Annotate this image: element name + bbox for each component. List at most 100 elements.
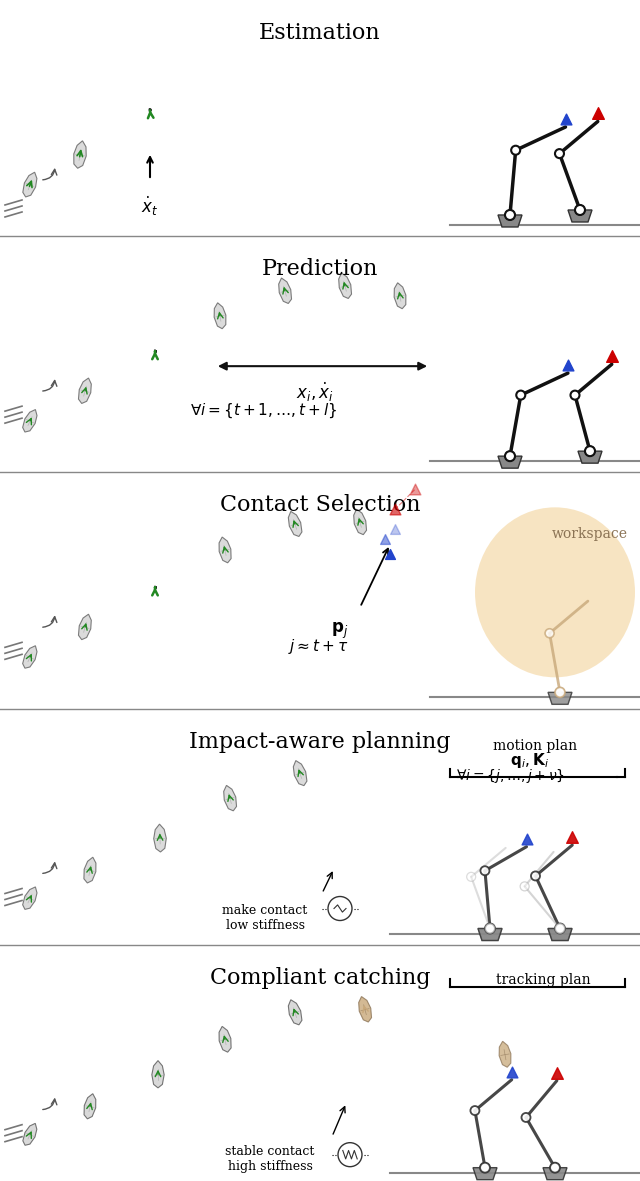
Ellipse shape — [475, 508, 635, 678]
Circle shape — [550, 1163, 559, 1173]
Polygon shape — [84, 857, 96, 883]
Point — [507, 1062, 517, 1081]
Circle shape — [522, 1113, 531, 1122]
Polygon shape — [23, 1123, 37, 1146]
Polygon shape — [154, 824, 166, 852]
Text: $\mathbf{q}_i, \mathbf{K}_i$: $\mathbf{q}_i, \mathbf{K}_i$ — [511, 750, 550, 770]
Circle shape — [555, 687, 565, 697]
Polygon shape — [578, 451, 602, 463]
Circle shape — [556, 924, 564, 933]
Text: workspace: workspace — [552, 528, 628, 541]
Circle shape — [486, 924, 495, 933]
Polygon shape — [568, 210, 592, 222]
Point — [390, 520, 400, 539]
Polygon shape — [84, 1094, 96, 1118]
Polygon shape — [214, 302, 226, 328]
Polygon shape — [358, 997, 372, 1022]
Polygon shape — [473, 1168, 497, 1180]
Circle shape — [555, 924, 565, 933]
Polygon shape — [548, 928, 572, 940]
Polygon shape — [152, 1061, 164, 1088]
Circle shape — [555, 149, 564, 158]
Polygon shape — [22, 887, 37, 909]
Text: $\dot{x}_t$: $\dot{x}_t$ — [141, 195, 159, 218]
Polygon shape — [478, 928, 502, 940]
Circle shape — [481, 866, 490, 875]
Circle shape — [556, 924, 564, 933]
Polygon shape — [498, 456, 522, 468]
Circle shape — [550, 1162, 560, 1173]
Polygon shape — [79, 378, 92, 404]
Polygon shape — [478, 928, 502, 940]
Polygon shape — [278, 278, 292, 304]
Text: $\forall i = \{t+1, \ldots, t+l\}$: $\forall i = \{t+1, \ldots, t+l\}$ — [190, 402, 337, 419]
Text: Estimation: Estimation — [259, 22, 381, 44]
Polygon shape — [219, 537, 231, 563]
Circle shape — [485, 924, 495, 933]
Circle shape — [575, 205, 584, 215]
Circle shape — [575, 205, 585, 215]
Point — [607, 347, 617, 366]
Point — [410, 479, 420, 498]
Circle shape — [328, 896, 352, 920]
Circle shape — [485, 924, 495, 933]
Circle shape — [505, 210, 515, 220]
Circle shape — [470, 1107, 479, 1115]
Text: Prediction: Prediction — [262, 259, 378, 280]
Circle shape — [481, 1163, 490, 1173]
Point — [380, 530, 390, 549]
Text: $\forall i = \{j, \ldots, j+\nu\}$: $\forall i = \{j, \ldots, j+\nu\}$ — [456, 766, 564, 784]
Polygon shape — [22, 410, 37, 432]
Point — [385, 544, 395, 563]
Circle shape — [506, 210, 515, 220]
Circle shape — [586, 446, 595, 456]
Polygon shape — [354, 509, 367, 535]
Point — [390, 500, 400, 518]
Circle shape — [531, 872, 540, 881]
Polygon shape — [543, 1168, 567, 1180]
Polygon shape — [499, 1042, 511, 1068]
Polygon shape — [22, 646, 37, 668]
Polygon shape — [289, 1000, 302, 1025]
Polygon shape — [289, 511, 302, 536]
Polygon shape — [219, 1026, 231, 1052]
Circle shape — [511, 145, 520, 155]
Point — [593, 104, 603, 123]
Text: $\mathbf{p}_j$: $\mathbf{p}_j$ — [332, 620, 349, 640]
Polygon shape — [498, 215, 522, 227]
Circle shape — [520, 882, 529, 890]
Circle shape — [338, 1143, 362, 1167]
Text: Impact-aware planning: Impact-aware planning — [189, 731, 451, 752]
Point — [567, 828, 577, 847]
Polygon shape — [79, 614, 92, 640]
Circle shape — [585, 446, 595, 456]
Point — [522, 829, 532, 848]
Text: $j \approx t + \tau$: $j \approx t + \tau$ — [288, 638, 348, 657]
Circle shape — [505, 451, 515, 461]
Point — [563, 355, 573, 374]
Text: make contact
low stiffness: make contact low stiffness — [222, 903, 308, 932]
Polygon shape — [293, 761, 307, 785]
Circle shape — [570, 391, 579, 399]
Text: motion plan: motion plan — [493, 738, 577, 752]
Polygon shape — [23, 172, 37, 197]
Point — [552, 1063, 562, 1082]
Circle shape — [480, 1162, 490, 1173]
Polygon shape — [339, 273, 351, 299]
Point — [561, 110, 571, 129]
Text: $x_i, \dot{x}_i$: $x_i, \dot{x}_i$ — [296, 381, 334, 404]
Circle shape — [467, 873, 476, 881]
Polygon shape — [548, 692, 572, 704]
Circle shape — [486, 924, 495, 933]
Circle shape — [555, 924, 565, 933]
Circle shape — [556, 687, 564, 697]
Text: Contact Selection: Contact Selection — [220, 495, 420, 516]
Polygon shape — [74, 141, 86, 168]
Circle shape — [506, 451, 515, 461]
Polygon shape — [548, 928, 572, 940]
Circle shape — [545, 628, 554, 638]
Text: tracking plan: tracking plan — [496, 973, 590, 986]
Circle shape — [516, 391, 525, 399]
Polygon shape — [394, 282, 406, 308]
Polygon shape — [224, 785, 237, 811]
